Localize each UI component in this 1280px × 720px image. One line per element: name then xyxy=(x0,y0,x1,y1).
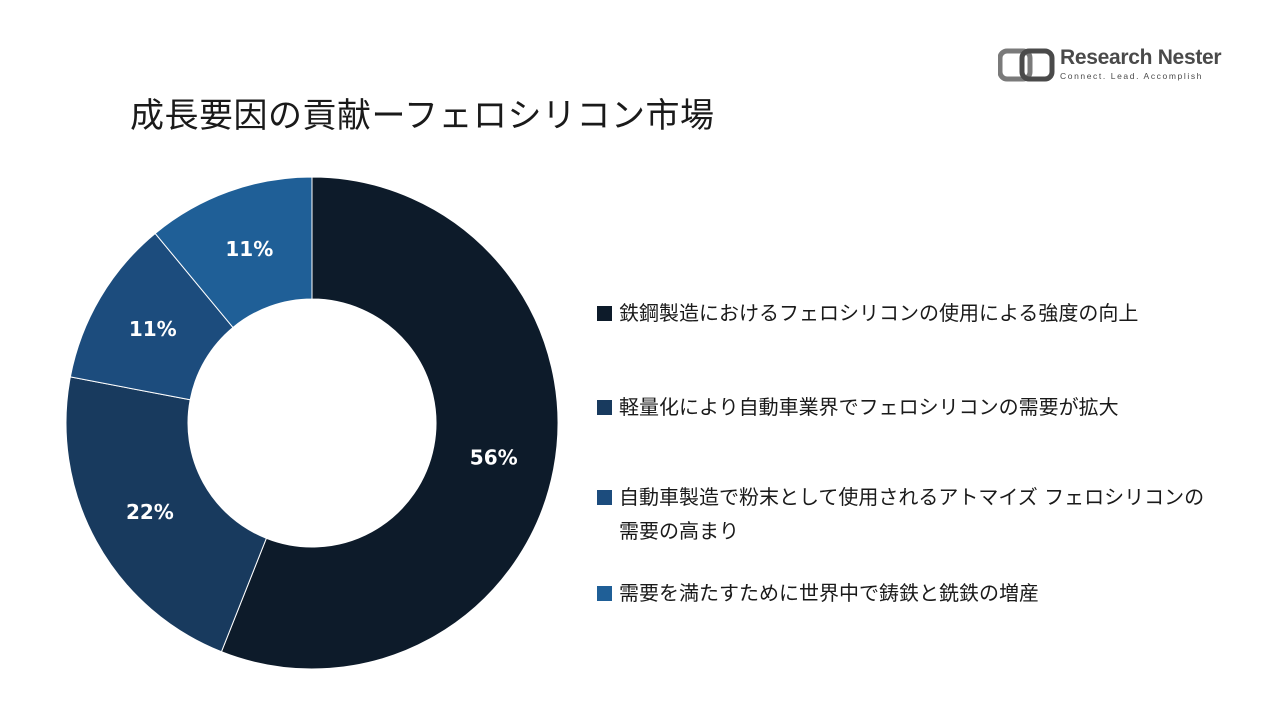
legend-swatch xyxy=(597,490,612,505)
legend-label: 軽量化により自動車業界でフェロシリコンの需要が拡大 xyxy=(619,395,1119,419)
legend-swatch xyxy=(597,306,612,321)
legend-item-steel-strength: 鉄鋼製造におけるフェロシリコンの使用による強度の向上 xyxy=(597,296,1217,330)
data-label-cast-pig-iron: 11% xyxy=(225,237,273,261)
page-title: 成長要因の貢献ーフェロシリコン市場 xyxy=(130,96,715,136)
donut-slice-cast-pig-iron xyxy=(154,176,313,329)
logo-tagline: Connect. Lead. Accomplish xyxy=(1060,71,1204,81)
legend-label: 需要を満たすために世界中で鋳鉄と銑鉄の増産 xyxy=(619,581,1039,605)
legend-swatch xyxy=(597,400,612,415)
data-label-atomized-powder: 11% xyxy=(129,317,177,341)
donut-slice-steel-strength xyxy=(220,176,559,670)
legend-label: 鉄鋼製造におけるフェロシリコンの使用による強度の向上 xyxy=(619,301,1139,325)
logo-name: Research Nester xyxy=(1060,46,1222,69)
data-label-automotive-lightweight: 22% xyxy=(126,500,174,524)
data-label-steel-strength: 56% xyxy=(470,446,518,470)
donut-slice-automotive-lightweight xyxy=(65,376,268,653)
legend-item-automotive-lightweight: 軽量化により自動車業界でフェロシリコンの需要が拡大 xyxy=(597,390,1217,424)
legend-item-cast-pig-iron: 需要を満たすために世界中で鋳鉄と銑鉄の増産 xyxy=(597,576,1217,610)
research-nester-logo: Research Nester Connect. Lead. Accomplis… xyxy=(998,46,1228,86)
legend-item-atomized-powder: 自動車製造で粉末として使用されるアトマイズ フェロシリコンの需要の高まり xyxy=(597,480,1217,548)
legend-label: 自動車製造で粉末として使用されるアトマイズ フェロシリコンの需要の高まり xyxy=(619,485,1205,543)
logo-mark-icon xyxy=(998,48,1055,82)
legend-swatch xyxy=(597,586,612,601)
